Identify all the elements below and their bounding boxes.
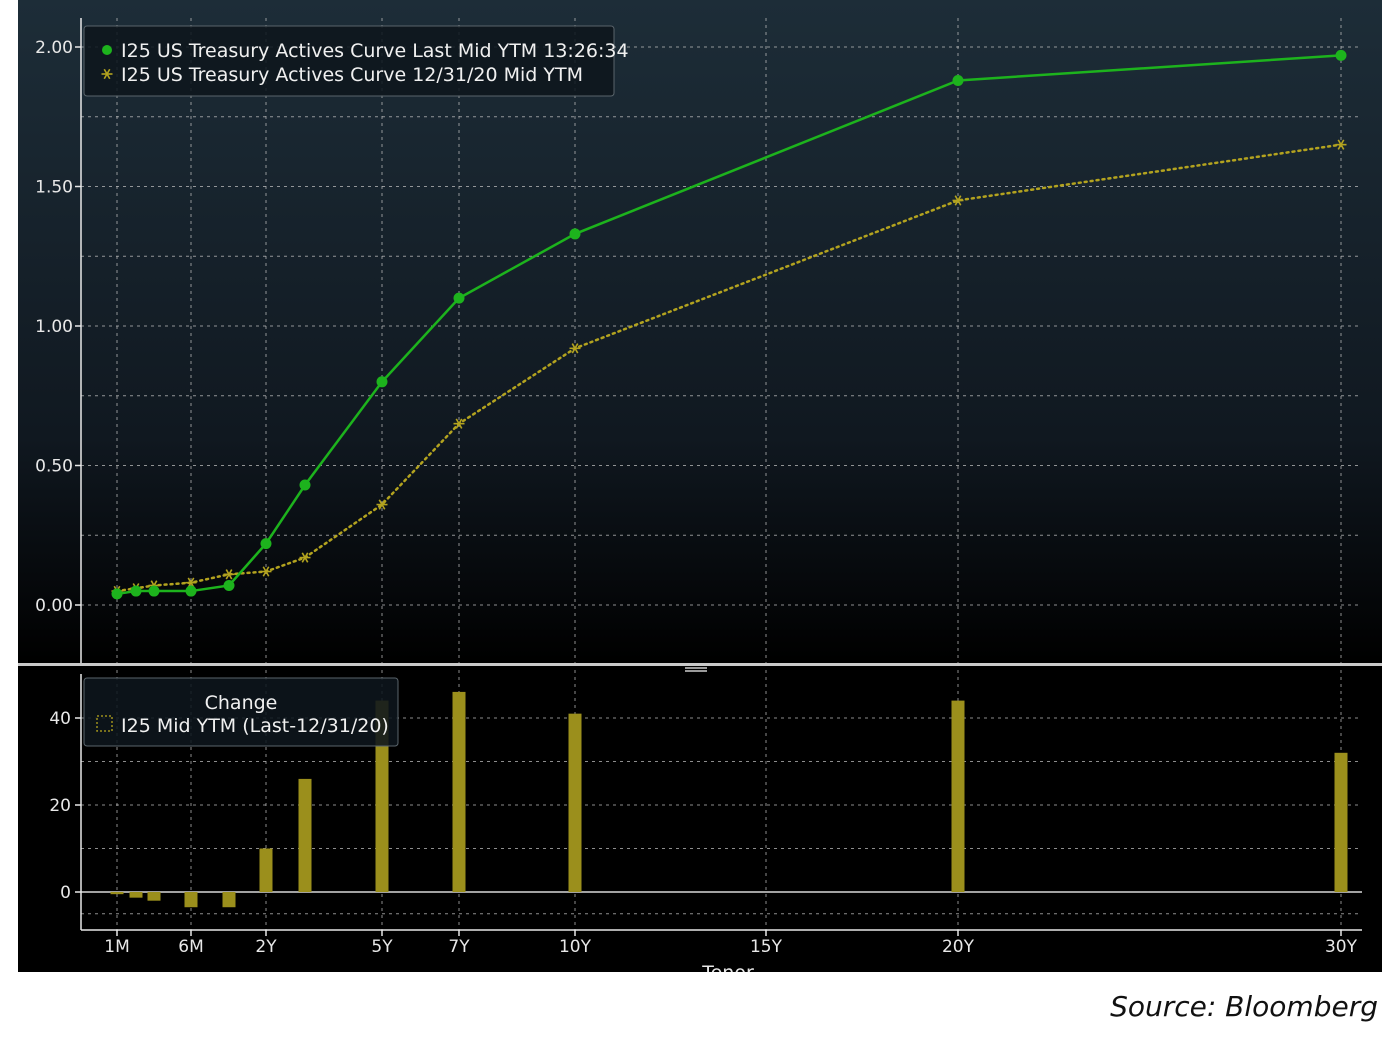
asterisk-stroke [954, 195, 962, 206]
last-yield-point [185, 585, 197, 597]
chart-panel: 0.00 0.50 1.00 1.50 2.00 I25 US Treasury Act… [18, 0, 1382, 972]
last-yield-point [130, 585, 142, 597]
x-tick-label-2Y: 2Y [255, 937, 277, 957]
last-yield-point [111, 588, 123, 600]
change-bar [259, 848, 273, 892]
bottom-y-tick-label: 20 [49, 796, 71, 816]
divider-handle-line [685, 670, 707, 672]
change-bar [222, 892, 236, 908]
last-yield-line [116, 54, 1342, 596]
top-gridlines [81, 18, 1362, 664]
change-bar [129, 892, 143, 898]
change-bar [452, 691, 466, 892]
x-tick-label-7Y: 7Y [448, 937, 470, 957]
change-bar [110, 892, 124, 895]
panel-divider[interactable] [18, 663, 1382, 672]
asterisk-stroke [187, 577, 195, 588]
x-tick-label-20Y: 20Y [942, 937, 975, 957]
bottom-y-axis: 0 20 40 [49, 674, 82, 930]
previous-yield-point [223, 569, 235, 580]
x-tick-label-10Y: 10Y [559, 937, 592, 957]
asterisk-stroke [571, 343, 579, 354]
asterisk-stroke [103, 68, 111, 80]
bottom-y-tick-label: 40 [49, 709, 71, 729]
asterisk-stroke [378, 499, 386, 510]
yield-curve-chart: 0.00 0.50 1.00 1.50 2.00 I25 US Treasury Act… [18, 18, 1382, 972]
last-yield-point [376, 376, 388, 388]
x-axis-title: Tenor [701, 962, 754, 972]
bottom-y-tick-label: 0 [60, 883, 71, 903]
previous-yield-point [260, 566, 272, 577]
bottom-legend-swatch [96, 715, 113, 732]
previous-yield-point [952, 195, 964, 206]
series-previous-yield [111, 139, 1347, 597]
divider-bar [18, 663, 1382, 666]
legend-label-last: I25 US Treasury Actives Curve Last Mid Y… [121, 40, 629, 62]
previous-yield-point [453, 418, 465, 429]
change-bar [147, 892, 161, 901]
last-yield-point [260, 538, 272, 550]
legend-marker-previous [101, 68, 113, 80]
change-bar [1334, 752, 1348, 892]
top-y-tick-label: 1.00 [35, 317, 73, 337]
last-yield-point [223, 579, 235, 591]
previous-yield-point [185, 577, 197, 588]
x-tick-label-6M: 6M [178, 937, 203, 957]
last-yield-point [952, 74, 964, 86]
top-y-tick-label: 1.50 [35, 178, 73, 198]
previous-yield-point [376, 499, 388, 510]
last-yield-point [453, 292, 465, 304]
change-bar [568, 713, 582, 892]
asterisk-stroke [301, 552, 309, 563]
bottom-legend-box [83, 677, 399, 747]
x-tick-label-1M: 1M [104, 937, 129, 957]
divider-handle-line [685, 667, 707, 669]
legend-marker-last [102, 45, 112, 55]
bottom-legend-label: I25 Mid YTM (Last-12/31/20) [121, 715, 389, 737]
change-bar [298, 778, 312, 892]
previous-yield-point [299, 552, 311, 563]
previous-yield-line [115, 143, 1343, 593]
legend-label-previous: I25 US Treasury Actives Curve 12/31/20 M… [121, 64, 583, 86]
asterisk-stroke [262, 566, 270, 577]
change-bar [951, 700, 965, 892]
series-last-yield [111, 49, 1347, 600]
x-axis: 1M 6M 2Y 5Y 7Y 10Y 15Y 20Y 30Y Tenor [81, 929, 1362, 972]
x-tick-label-30Y: 30Y [1325, 937, 1358, 957]
top-legend-box [83, 25, 615, 97]
x-tick-label-15Y: 15Y [750, 937, 783, 957]
previous-yield-point [1335, 139, 1347, 150]
asterisk-stroke [455, 418, 463, 429]
previous-yield-point [569, 343, 581, 354]
source-caption: Source: Bloomberg [1110, 990, 1378, 1023]
change-bar [375, 700, 389, 892]
last-yield-point [148, 585, 160, 597]
last-yield-point [1335, 49, 1347, 61]
top-y-tick-label: 0.50 [35, 457, 73, 477]
change-bar [184, 892, 198, 908]
bottom-legend-title: Change [205, 692, 278, 714]
top-y-axis: 0.00 0.50 1.00 1.50 2.00 [35, 18, 82, 664]
asterisk-stroke [225, 569, 233, 580]
change-bars [110, 691, 1348, 908]
top-y-tick-label: 0.00 [35, 596, 73, 616]
top-legend: I25 US Treasury Actives Curve Last Mid Y… [83, 25, 629, 97]
asterisk-stroke [1337, 139, 1345, 150]
top-y-tick-label: 2.00 [35, 38, 73, 58]
x-tick-label-5Y: 5Y [371, 937, 393, 957]
last-yield-point [299, 479, 311, 491]
last-yield-point [569, 228, 581, 240]
